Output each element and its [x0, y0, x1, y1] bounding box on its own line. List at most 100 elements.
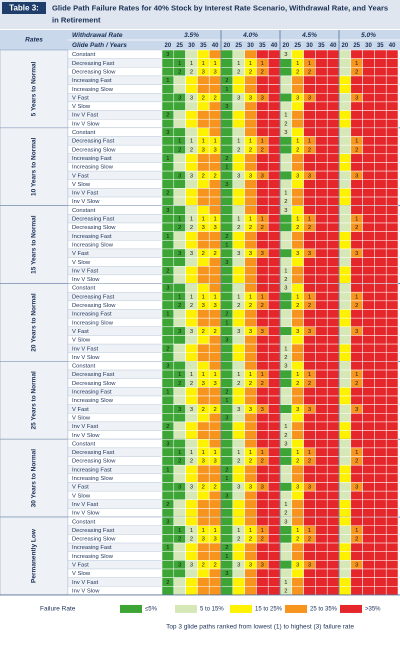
rate-cell — [303, 473, 316, 483]
rate-cell — [256, 231, 269, 241]
rate-cell — [232, 179, 245, 189]
rate-cell — [220, 214, 234, 224]
glide-path: Decreasing Slow — [72, 69, 116, 75]
rate-cell — [385, 378, 399, 388]
rate-cell — [362, 499, 375, 509]
rate-cell — [362, 231, 375, 241]
rate-cell — [315, 404, 328, 414]
title: in Retirement — [52, 16, 101, 25]
legend-title: Failure Rate — [40, 606, 76, 613]
rate-cell — [291, 516, 304, 526]
rate-cell — [362, 482, 375, 492]
rank: 3 — [202, 537, 205, 543]
rate-cell — [267, 75, 281, 85]
rate-cell — [350, 413, 363, 423]
rate-cell — [161, 240, 175, 250]
rate-cell — [374, 430, 387, 440]
rate-cell — [291, 153, 304, 163]
rate-cell — [279, 144, 293, 155]
rate-cell — [197, 508, 210, 518]
rate-cell — [350, 352, 363, 362]
rate-cell — [315, 179, 328, 189]
rank: 3 — [178, 485, 181, 491]
glide-path: Increasing Fast — [72, 545, 112, 551]
rate-cell — [315, 248, 328, 258]
rank: 2 — [225, 390, 228, 396]
rank: 3 — [225, 182, 228, 188]
rate-cell — [291, 499, 304, 509]
rank: 3 — [237, 251, 240, 257]
glide-path: Increasing Fast — [72, 234, 112, 240]
rate-cell — [267, 482, 281, 492]
rate-cell — [374, 248, 387, 258]
rate-cell — [197, 516, 210, 526]
rate-cell — [173, 118, 186, 129]
rate-cell — [303, 162, 316, 172]
rate-cell — [385, 58, 399, 68]
rate-cell — [185, 499, 198, 509]
rate-cell — [220, 196, 234, 206]
rank: 3 — [261, 173, 264, 179]
legend-swatch — [340, 604, 362, 613]
group-label: 10 Years to Normal — [31, 137, 38, 196]
rate-cell — [173, 179, 186, 189]
rate-cell — [326, 67, 340, 77]
rate-cell — [374, 387, 387, 397]
rate-cell — [232, 309, 245, 319]
rate-cell — [208, 490, 222, 501]
rate-cell — [374, 525, 387, 535]
rate-cell — [267, 222, 281, 232]
rate-cell — [291, 577, 304, 587]
rank: 1 — [237, 372, 240, 378]
rate-cell — [362, 257, 375, 267]
rate-cell — [220, 361, 234, 371]
rank: 3 — [237, 563, 240, 569]
rank: 1 — [284, 346, 287, 352]
rate-cell — [232, 430, 245, 440]
rank: 2 — [355, 459, 358, 465]
rate-cell — [197, 274, 210, 284]
rate-cell — [374, 49, 387, 59]
rate-cell — [315, 577, 328, 587]
rate-cell — [208, 84, 222, 94]
rate-cell — [267, 49, 281, 59]
year-header: 25 — [294, 43, 301, 49]
rate-cell — [385, 586, 399, 596]
rate-cell — [362, 369, 375, 379]
rank: 1 — [355, 372, 358, 378]
rate-cell — [220, 188, 234, 198]
rate-cell — [220, 266, 234, 276]
rank: 2 — [249, 225, 252, 231]
year-header: 40 — [389, 43, 396, 49]
rate-cell — [338, 378, 352, 388]
rank: 2 — [308, 147, 311, 153]
rate-cell — [279, 309, 293, 319]
rank: 2 — [296, 147, 299, 153]
rank: 3 — [249, 251, 252, 257]
rate-cell — [208, 266, 222, 276]
rate-cell — [374, 542, 387, 552]
rate-cell — [232, 274, 245, 284]
rate-cell — [279, 395, 293, 405]
rank: 3 — [296, 173, 299, 179]
rank: 1 — [225, 398, 228, 404]
rate-cell — [161, 291, 175, 302]
rank: 1 — [355, 61, 358, 67]
rate-cell — [267, 300, 281, 310]
glide-path: V Fast — [72, 407, 89, 413]
rate-cell — [185, 283, 198, 293]
rate-cell — [385, 551, 399, 561]
year-header: 20 — [342, 43, 349, 49]
glide-path: Increasing Fast — [72, 156, 112, 162]
rate-cell — [315, 508, 328, 518]
rate-cell — [173, 586, 186, 596]
rate-cell — [362, 84, 375, 94]
rate-cell — [279, 75, 293, 85]
rate-cell — [244, 516, 257, 526]
rank: 2 — [296, 537, 299, 543]
rank: 2 — [261, 459, 264, 465]
rate-cell — [256, 283, 269, 293]
rate-cell — [197, 568, 210, 578]
rate-cell — [326, 568, 340, 578]
rate-cell — [256, 361, 269, 371]
